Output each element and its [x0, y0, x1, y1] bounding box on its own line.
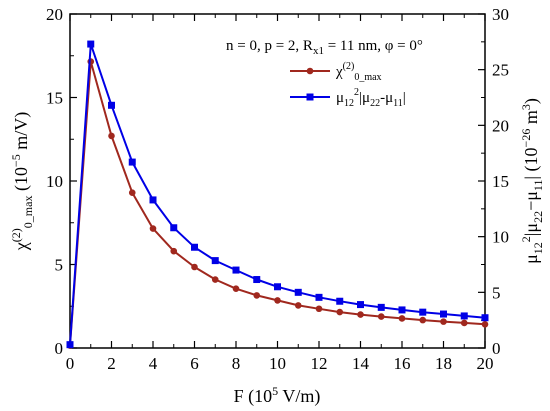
legend: χ(2)0_max μ122|μ22-μ11| — [290, 61, 406, 109]
y2-tick-label: 5 — [492, 283, 501, 302]
data-point-mu — [336, 297, 344, 305]
data-point-mu — [440, 310, 447, 318]
y-axis-title: χ(2)0_max (10−5 m/V) — [9, 112, 35, 251]
y2-axis-title: μ122|μ22−μ11| (10−26 m3) — [519, 98, 545, 264]
x-tick-label: 0 — [66, 354, 75, 373]
data-point-chi — [128, 189, 136, 196]
data-point-chi — [460, 319, 468, 327]
data-point-chi — [377, 313, 385, 320]
x-tick-label: 18 — [435, 354, 452, 373]
data-point-chi — [108, 132, 115, 140]
data-point-mu — [108, 101, 115, 109]
data-point-chi — [232, 285, 240, 293]
y2-tick-label: 15 — [492, 172, 509, 191]
legend-label-chi: χ(2)0_max — [335, 61, 382, 83]
data-point-chi — [398, 315, 406, 322]
data-point-mu — [211, 257, 219, 265]
x-tick-label: 4 — [149, 354, 158, 373]
x-tick-label: 20 — [477, 354, 494, 373]
data-point-mu — [66, 341, 74, 349]
data-point-mu — [149, 196, 157, 204]
data-point-mu — [191, 243, 198, 251]
x-tick-label: 12 — [311, 354, 328, 373]
data-point-mu — [87, 40, 95, 48]
x-tick-label: 2 — [107, 354, 116, 373]
data-point-mu — [128, 158, 136, 166]
y2-tick-label: 25 — [492, 61, 509, 80]
data-point-chi — [315, 305, 323, 313]
data-point-chi — [357, 311, 364, 318]
x-tick-label: 16 — [394, 354, 411, 373]
x-tick-label: 6 — [190, 354, 199, 373]
data-point-mu — [357, 301, 364, 309]
data-point-mu — [253, 276, 261, 284]
data-point-chi — [274, 297, 281, 304]
y-tick-label: 5 — [55, 256, 64, 275]
axis-ticks — [69, 13, 486, 349]
data-point-mu — [419, 308, 427, 316]
legend-label-mu: μ122|μ22-μ11| — [336, 87, 406, 109]
x-axis-title: F (105 V/m) — [234, 384, 321, 407]
data-point-mu — [170, 224, 178, 232]
x-tick-label: 10 — [269, 354, 286, 373]
data-point-chi — [481, 320, 489, 328]
y2-tick-label: 10 — [492, 228, 509, 247]
data-point-mu — [481, 314, 489, 322]
y2-tick-label: 30 — [492, 5, 509, 24]
data-point-mu — [377, 303, 385, 311]
y2-tick-label: 0 — [492, 339, 501, 358]
data-point-chi — [170, 247, 178, 255]
data-point-chi — [419, 316, 427, 324]
data-point-mu — [460, 312, 468, 320]
data-point-mu — [294, 288, 302, 296]
data-point-mu — [398, 306, 406, 314]
data-point-chi — [336, 308, 344, 316]
y2-tick-label: 20 — [492, 116, 509, 135]
y-tick-label: 20 — [46, 5, 63, 24]
data-point-mu — [315, 293, 323, 301]
data-point-chi — [149, 225, 157, 232]
data-point-mu — [274, 283, 281, 291]
y-tick-label: 0 — [55, 339, 64, 358]
data-point-chi — [191, 263, 198, 271]
series-layer — [66, 40, 489, 349]
data-point-chi — [253, 292, 261, 299]
y-tick-label: 15 — [46, 89, 63, 108]
y-tick-label: 10 — [46, 172, 63, 191]
x-tick-label: 8 — [232, 354, 241, 373]
data-point-chi — [440, 318, 447, 325]
chart-annotation: n = 0, p = 2, Rx1 = 11 nm, φ = 0° — [226, 38, 423, 57]
legend-marker-chi — [306, 67, 314, 75]
x-tick-label: 14 — [352, 354, 370, 373]
data-point-mu — [232, 266, 240, 274]
data-point-chi — [294, 302, 302, 309]
data-point-chi — [211, 276, 219, 283]
legend-marker-mu — [306, 93, 314, 101]
